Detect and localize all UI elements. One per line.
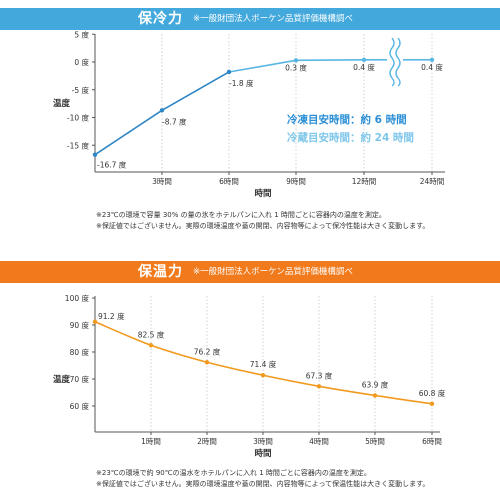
x-tick-label: 6時間: [422, 437, 442, 446]
x-tick-label: 9時間: [286, 177, 306, 186]
series-segment: [295, 58, 365, 62]
x-tick-label: 4時間: [309, 437, 329, 446]
data-label: 0.4 度: [353, 62, 375, 72]
x-tick-label: 6時間: [219, 177, 239, 186]
y-tick-label: 60 度: [70, 401, 90, 411]
x-axis-label: 時間: [254, 188, 271, 199]
y-tick-label: 5 度: [74, 30, 89, 39]
data-point: [260, 373, 266, 378]
x-axis-label: 時間: [254, 448, 271, 458]
data-label: 71.4 度: [250, 359, 277, 369]
y-tick-label: -10 度: [67, 113, 90, 123]
data-point: [293, 58, 299, 63]
y-tick-label: 0 度: [74, 57, 89, 67]
x-tick-label: 12時間: [352, 177, 377, 186]
y-axis-label: 温度: [53, 374, 71, 385]
warm-note-1: ※23℃の環境で約 90℃の温水をホテルパンに入れ 1 時間ごとに容器内の温度を…: [96, 469, 371, 477]
series-segment: [94, 109, 163, 156]
data-label: 0.3 度: [285, 62, 307, 72]
warm-note-2: ※保証値ではございません。実際の環境温度や蓋の開閉、内容物等によって保温性能は大…: [96, 480, 430, 488]
x-tick-label: 3時間: [253, 437, 273, 446]
data-point: [226, 69, 232, 75]
data-label: -16.7 度: [97, 160, 127, 170]
x-tick-label: 24時間: [420, 177, 445, 186]
x-tick-label: 5時間: [365, 437, 385, 446]
cold-title-band: 保冷力 ※一般財団法人ボーケン品質評価機構調べ: [0, 8, 500, 30]
cold-title: 保冷力: [138, 11, 183, 27]
data-label: 82.5 度: [138, 329, 165, 339]
data-point: [148, 343, 154, 348]
warm-title-band: 保温力 ※一般財団法人ボーケン品質評価機構調べ: [0, 261, 500, 283]
y-tick-label: 70 度: [70, 374, 90, 384]
data-label: 0.4 度: [421, 62, 443, 72]
x-tick-label: 3時間: [152, 177, 172, 186]
warm-subtitle: ※一般財団法人ボーケン品質評価機構調べ: [193, 267, 353, 277]
data-label: -8.7 度: [162, 116, 187, 126]
cold-callout-fridge: 冷蔵目安時間：約 24 時間: [287, 131, 414, 144]
cold-callout-freezer: 冷凍目安時間：約 6 時間: [287, 113, 407, 126]
y-tick-label: -15 度: [67, 140, 90, 150]
warm-title: 保温力: [138, 264, 183, 280]
y-tick-label: 90 度: [70, 320, 90, 330]
data-point: [429, 57, 435, 62]
series-segment: [161, 71, 230, 111]
data-point: [429, 401, 435, 407]
warm-chart: 100 度 90 度 80 度 70 度 60 度 1時間 2時間 3時間 4時間 5時間 6時間時…: [53, 293, 446, 458]
data-point: [361, 57, 367, 62]
data-label: 67.3 度: [306, 370, 333, 380]
data-label: 91.2 度: [98, 311, 125, 321]
axis-break-wave: [395, 37, 401, 87]
x-tick-label: 2時間: [197, 437, 217, 446]
data-point: [204, 360, 210, 365]
data-point: [92, 152, 98, 157]
y-tick-label: 80 度: [70, 347, 90, 357]
data-point: [316, 384, 322, 389]
cold-note-1: ※23℃の環境で容量 30% の量の氷をホテルパンに入れ 1 時間ごとに容器内の…: [96, 211, 386, 219]
data-point: [159, 108, 165, 113]
axis-break-wave: [389, 37, 395, 87]
cold-subtitle: ※一般財団法人ボーケン品質評価機構調べ: [193, 14, 353, 24]
data-label: 60.8 度: [419, 388, 446, 398]
data-label: -1.8 度: [229, 78, 254, 88]
data-point: [92, 319, 98, 324]
cold-note-2: ※保証値ではございません。実際の環境温度や蓋の開閉、内容物等によって保冷性能は大…: [96, 222, 430, 230]
y-tick-label: -5 度: [72, 85, 90, 95]
series-segment: [228, 59, 297, 73]
data-label: 76.2 度: [194, 346, 221, 356]
data-label: 63.9 度: [362, 379, 389, 389]
data-point: [372, 393, 378, 398]
x-tick-label: 1時間: [141, 437, 161, 446]
y-axis-label: 温度: [53, 98, 71, 109]
y-tick-label: 100 度: [65, 293, 90, 303]
